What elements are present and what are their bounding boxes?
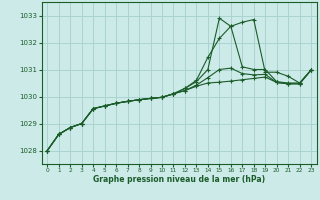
X-axis label: Graphe pression niveau de la mer (hPa): Graphe pression niveau de la mer (hPa) <box>93 175 265 184</box>
